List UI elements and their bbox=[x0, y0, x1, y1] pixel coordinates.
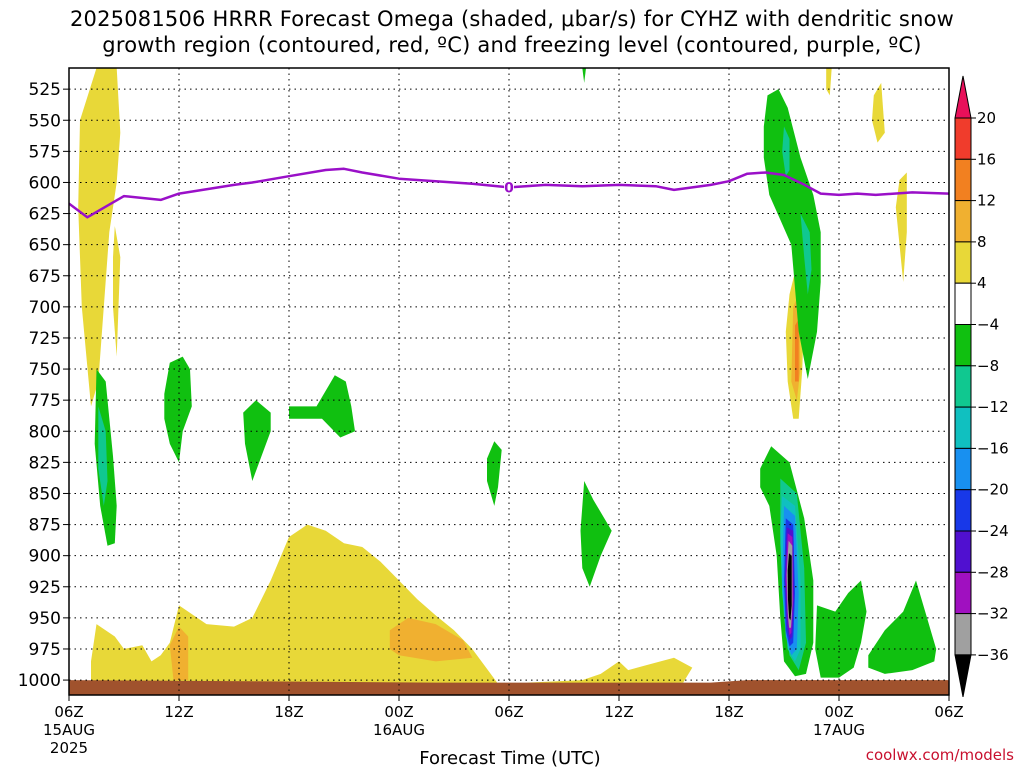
omega-region-16 bbox=[289, 375, 355, 438]
chart-title: 2025081506 HRRR Forecast Omega (shaded, … bbox=[0, 6, 1024, 58]
freezing-level-contour: 0 bbox=[69, 167, 949, 219]
x-tick-sublabel-3-0: 16AUG bbox=[373, 721, 425, 739]
omega-region-14 bbox=[164, 356, 192, 463]
omega-region-19 bbox=[582, 68, 586, 83]
y-tick-label-825: 825 bbox=[29, 453, 61, 473]
colorbar-swatch-1 bbox=[954, 158, 972, 202]
colorbar-label-1: 16 bbox=[977, 150, 996, 168]
colorbar-swatch-3 bbox=[954, 241, 972, 284]
x-tick-label-1: 12Z bbox=[164, 703, 193, 721]
colorbar-swatch-0 bbox=[954, 117, 972, 160]
colorbar-swatch-6 bbox=[954, 365, 972, 408]
x-tick-label-0: 06Z bbox=[54, 703, 83, 721]
x-tick-sublabel-0-0: 15AUG bbox=[43, 721, 95, 739]
colorbar-label-8: −16 bbox=[977, 439, 1009, 457]
colorbar-label-0: 20 bbox=[977, 109, 996, 127]
y-tick-label-650: 650 bbox=[29, 236, 61, 256]
omega-region-15 bbox=[243, 400, 271, 481]
colorbar-top-arrow bbox=[954, 75, 972, 119]
omega-shading bbox=[78, 68, 937, 689]
x-tick-label-8: 06Z bbox=[934, 703, 963, 721]
x-tick-label-5: 12Z bbox=[604, 703, 633, 721]
colorbar-label-2: 12 bbox=[977, 192, 996, 210]
x-tick-label-7: 00Z bbox=[824, 703, 853, 721]
ground-shading bbox=[69, 680, 949, 695]
y-tick-label-725: 725 bbox=[29, 329, 61, 349]
colorbar-label-5: −4 bbox=[977, 316, 999, 334]
y-tick-label-1000: 1000 bbox=[18, 671, 61, 691]
y-tick-label-875: 875 bbox=[29, 516, 61, 536]
y-tick-label-600: 600 bbox=[29, 173, 61, 193]
colorbar-label-10: −24 bbox=[977, 522, 1009, 540]
credit-text: coolwx.com/models bbox=[866, 746, 1014, 764]
colorbar-label-6: −8 bbox=[977, 357, 999, 375]
omega-region-9 bbox=[169, 626, 189, 681]
y-tick-label-800: 800 bbox=[29, 422, 61, 442]
omega-region-3 bbox=[872, 82, 885, 143]
x-tick-label-4: 06Z bbox=[494, 703, 523, 721]
colorbar-swatch-5 bbox=[954, 324, 972, 367]
x-tick-label-6: 18Z bbox=[714, 703, 743, 721]
colorbar-swatch-8 bbox=[954, 447, 972, 491]
omega-region-11 bbox=[527, 657, 693, 688]
y-axis-ticks: 525 550 575 600 625 650 675 700 725 750 775 800 825 8… bbox=[18, 80, 69, 691]
y-tick-label-525: 525 bbox=[29, 80, 61, 100]
omega-region-22 bbox=[800, 213, 812, 295]
colorbar-label-13: −36 bbox=[977, 646, 1009, 664]
chart-title-line-2: growth region (contoured, red, ºC) and f… bbox=[102, 33, 922, 57]
colorbar-swatch-2 bbox=[954, 200, 972, 243]
x-tick-sublabel-7-0: 17AUG bbox=[813, 721, 865, 739]
x-tick-label-3: 00Z bbox=[384, 703, 413, 721]
y-tick-label-950: 950 bbox=[29, 609, 61, 629]
colorbar-label-7: −12 bbox=[977, 398, 1009, 416]
freezing-level-label: 0 bbox=[504, 180, 514, 196]
colorbar-label-3: 8 bbox=[977, 233, 987, 251]
colorbar-label-4: 4 bbox=[977, 274, 987, 292]
colorbar-swatch-9 bbox=[954, 489, 972, 532]
colorbar-swatch-11 bbox=[954, 571, 972, 615]
y-tick-label-550: 550 bbox=[29, 111, 61, 131]
omega-region-33 bbox=[868, 580, 937, 674]
omega-region-10 bbox=[389, 617, 473, 662]
colorbar-swatch-10 bbox=[954, 530, 972, 573]
y-tick-label-750: 750 bbox=[29, 360, 61, 380]
colorbar: 20 16 12 8 4 −4 −8 −12 −16 −20 −24 −28 −32 −36 bbox=[954, 75, 1009, 697]
omega-region-32 bbox=[815, 580, 867, 678]
y-tick-label-625: 625 bbox=[29, 205, 61, 225]
y-tick-label-700: 700 bbox=[29, 298, 61, 318]
freezing-level-label-bg bbox=[504, 180, 514, 195]
y-tick-label-850: 850 bbox=[29, 484, 61, 504]
colorbar-swatch-7 bbox=[954, 406, 972, 449]
omega-region-1 bbox=[113, 226, 121, 357]
omega-region-2 bbox=[826, 68, 832, 96]
colorbar-swatch-12 bbox=[954, 613, 972, 656]
freezing-level-line bbox=[69, 167, 949, 219]
y-tick-label-975: 975 bbox=[29, 640, 61, 660]
omega-region-13 bbox=[98, 406, 108, 506]
omega-region-18 bbox=[580, 481, 612, 587]
y-tick-label-775: 775 bbox=[29, 391, 61, 411]
omega-region-21 bbox=[782, 126, 790, 177]
omega-region-4 bbox=[895, 172, 907, 282]
y-tick-label-900: 900 bbox=[29, 547, 61, 567]
y-tick-label-925: 925 bbox=[29, 578, 61, 598]
colorbar-bottom-arrow bbox=[954, 654, 972, 697]
omega-region-0 bbox=[78, 68, 121, 407]
x-axis-label: Forecast Time (UTC) bbox=[419, 748, 600, 768]
omega-region-17 bbox=[487, 441, 502, 506]
y-tick-label-575: 575 bbox=[29, 142, 61, 162]
omega-region-7 bbox=[795, 319, 799, 382]
chart-title-line-1: 2025081506 HRRR Forecast Omega (shaded, … bbox=[69, 7, 955, 31]
x-tick-sublabel-0-1: 2025 bbox=[50, 739, 88, 757]
colorbar-label-9: −20 bbox=[977, 481, 1009, 499]
ground-surface bbox=[69, 680, 949, 695]
x-tick-label-2: 18Z bbox=[274, 703, 303, 721]
colorbar-label-12: −32 bbox=[977, 605, 1009, 623]
colorbar-swatch-4 bbox=[954, 282, 972, 326]
colorbar-label-11: −28 bbox=[977, 563, 1009, 581]
y-tick-label-675: 675 bbox=[29, 267, 61, 287]
